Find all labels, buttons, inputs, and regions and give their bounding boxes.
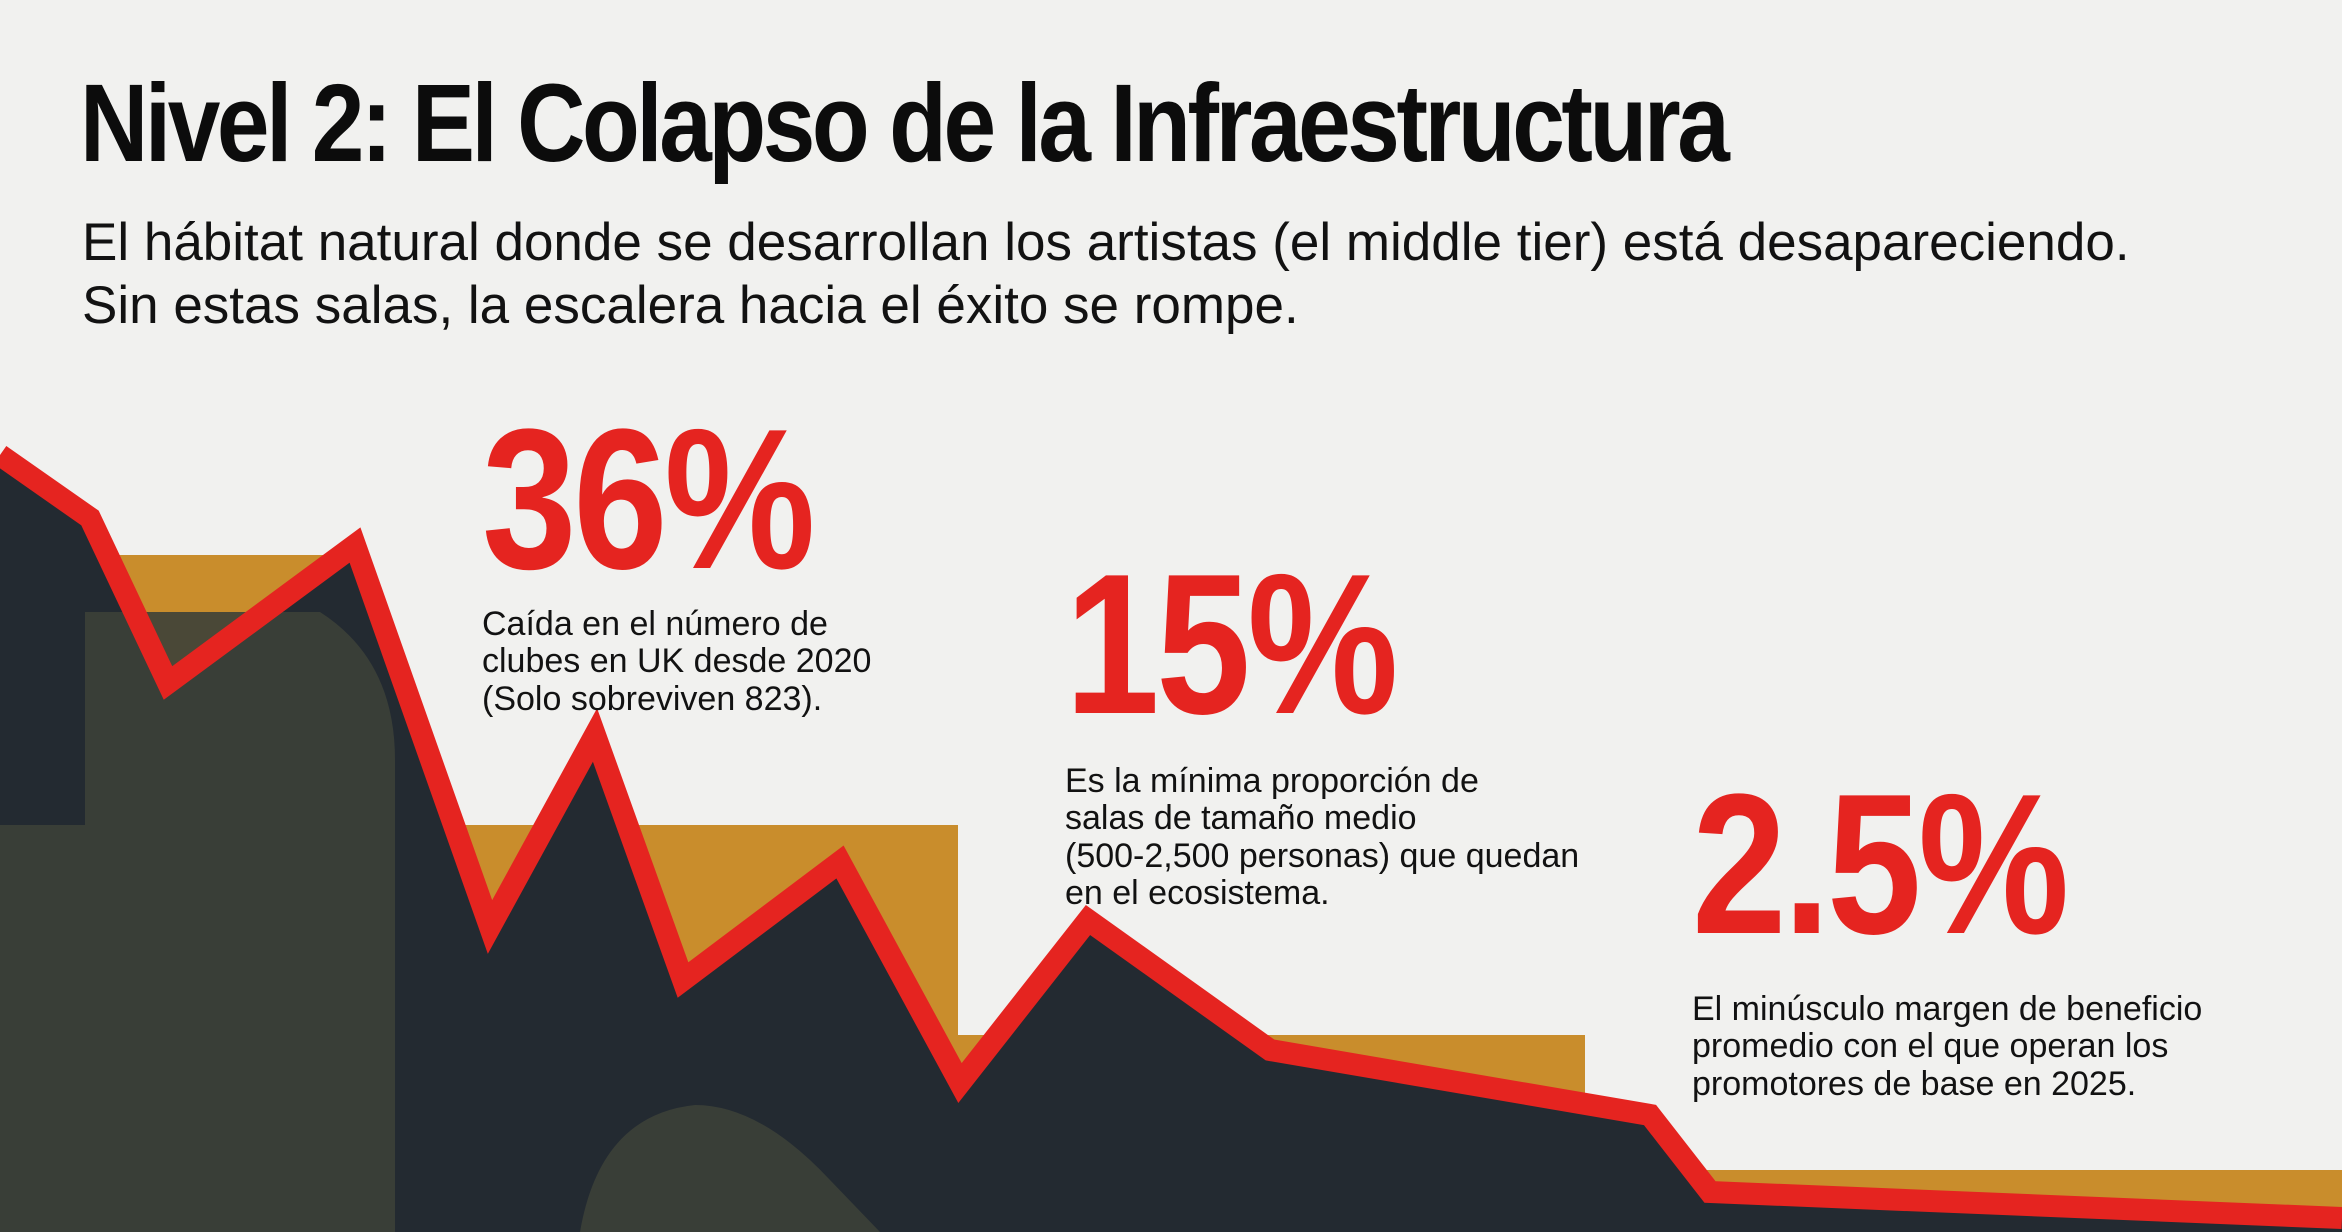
page-title: Nivel 2: El Colapso de la Infraestructur… (80, 62, 1730, 185)
stat-description: El minúsculo margen de beneficio promedi… (1692, 990, 2203, 1103)
dark-mountain-area (0, 455, 2342, 1232)
olive-shadow-shape (0, 612, 395, 1232)
stat-clubs-decline: 36% Caída en el número de clubes en UK d… (482, 400, 902, 718)
stat-midsize-venues: 15% Es la mínima proporción de salas de … (1065, 545, 1625, 913)
stat-value: 15% (1065, 533, 1398, 756)
olive-shadow-circle (580, 1105, 880, 1232)
decline-line (0, 445, 2342, 1229)
stat-value: 36% (482, 388, 815, 611)
stat-value: 2.5% (1692, 753, 2069, 976)
stat-description: Es la mínima proporción de salas de tama… (1065, 762, 1580, 913)
stat-description: Caída en el número de clubes en UK desde… (482, 605, 872, 718)
page-subtitle: El hábitat natural donde se desarrollan … (82, 213, 2130, 335)
stat-profit-margin: 2.5% El minúsculo margen de beneficio pr… (1692, 765, 2252, 1103)
